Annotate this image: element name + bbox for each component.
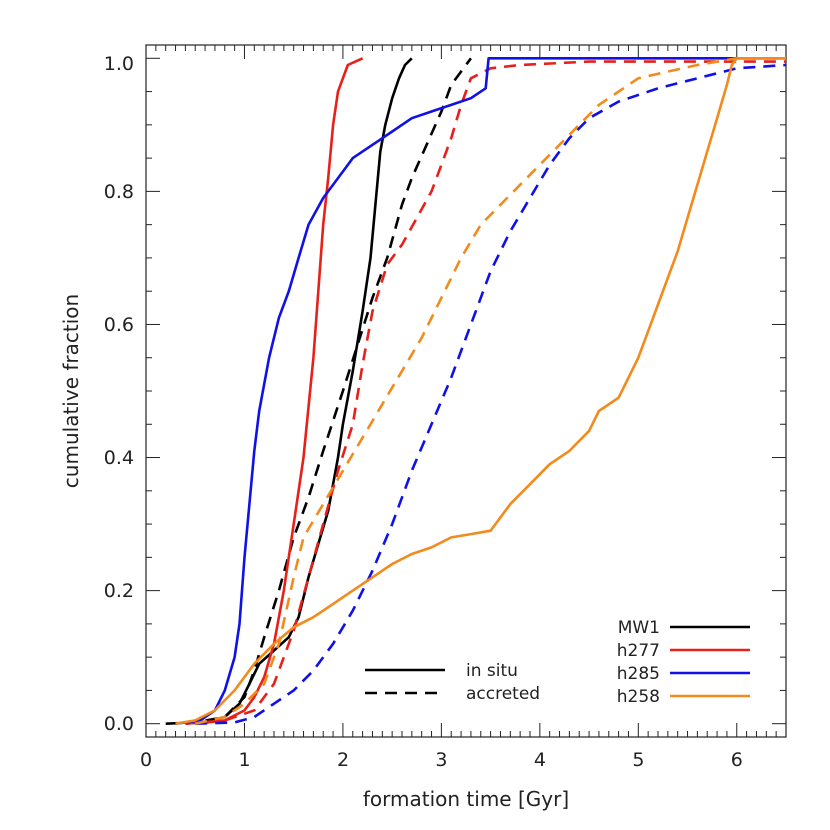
y-tick-label: 0.0: [104, 713, 134, 735]
series-line-h285-accreted: [195, 63, 787, 725]
series-line-h277-in-situ: [195, 57, 364, 725]
y-tick-label: 0.6: [104, 314, 134, 336]
y-tick-label: 1.0: [104, 53, 134, 75]
y-tick-label: 0.4: [104, 447, 134, 469]
legend-label-mw1: MW1: [618, 618, 660, 638]
legend-label-accreted: accreted: [466, 684, 540, 704]
series-line-mw1-in-situ: [185, 57, 413, 725]
x-axis-label: formation time [Gyr]: [363, 787, 569, 811]
x-tick-labels: 0 1 2 3 4 5 6: [140, 749, 743, 771]
y-tick-labels: 0.0 0.2 0.4 0.6 0.8 1.0: [104, 53, 134, 735]
series-layer: [165, 56, 787, 725]
series-line-h285-in-situ: [175, 56, 786, 725]
halo-legend: MW1 h277 h285 h258: [617, 618, 750, 707]
x-tick-label: 3: [435, 749, 447, 771]
legend-label-h277: h277: [617, 641, 660, 661]
x-tick-label: 4: [534, 749, 546, 771]
x-tick-label: 1: [238, 749, 250, 771]
series-line-h258-in-situ: [175, 56, 786, 725]
plot-frame: [145, 44, 787, 738]
series-line-h258-accreted: [194, 56, 786, 725]
y-tick-label: 0.8: [104, 181, 134, 203]
axis-ticks: [145, 45, 787, 737]
x-tick-label: 6: [731, 749, 743, 771]
y-tick-label: 0.2: [104, 580, 134, 602]
series-line-h277-accreted: [185, 60, 786, 725]
legend-label-h258: h258: [617, 687, 660, 707]
legend-label-in-situ: in situ: [466, 661, 518, 681]
legend-label-h285: h285: [617, 664, 660, 684]
x-tick-label: 0: [140, 749, 152, 771]
x-tick-label: 5: [632, 749, 644, 771]
series-line-mw1-accreted: [165, 57, 472, 725]
y-axis-label: cumulative fraction: [59, 294, 83, 488]
style-legend: in situ accreted: [365, 661, 540, 704]
x-tick-label: 2: [337, 749, 349, 771]
